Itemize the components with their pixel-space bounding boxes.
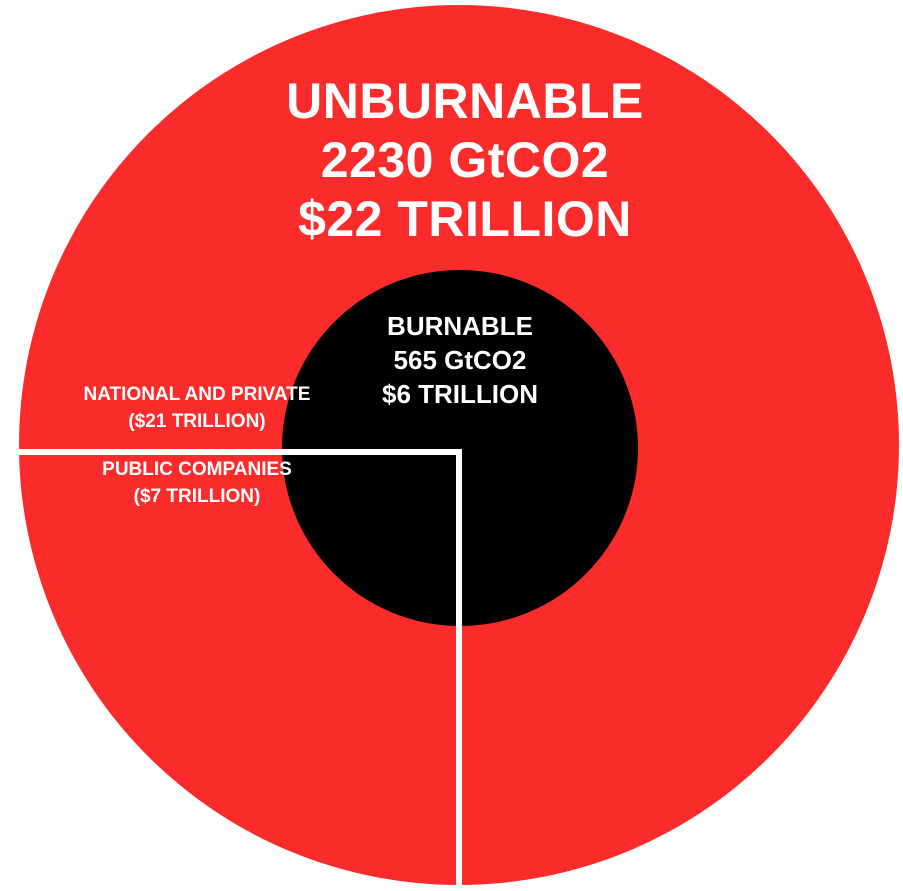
burnable-circle bbox=[282, 270, 638, 626]
national-and-private-label: NATIONAL AND PRIVATE ($21 TRILLION) bbox=[84, 382, 311, 435]
burnable-title: BURNABLE bbox=[387, 311, 533, 341]
unburnable-value: $22 TRILLION bbox=[298, 191, 632, 247]
national-and-private-value: ($21 TRILLION) bbox=[128, 410, 266, 432]
public-companies-value: ($7 TRILLION) bbox=[133, 485, 261, 507]
burnable-value: $6 TRILLION bbox=[381, 378, 539, 409]
national-and-private-title: NATIONAL AND PRIVATE bbox=[83, 384, 311, 405]
public-companies-title: PUBLIC COMPANIES bbox=[102, 459, 292, 480]
unburnable-amount: 2230 GtCO2 bbox=[320, 132, 610, 188]
unburnable-title: UNBURNABLE bbox=[286, 73, 644, 129]
burnable-amount: 565 GtCO2 bbox=[393, 344, 527, 375]
public-companies-divider bbox=[16, 449, 462, 886]
unburnable-label: UNBURNABLE 2230 GtCO2 $22 TRILLION bbox=[286, 72, 644, 249]
burnable-label: BURNABLE 565 GtCO2 $6 TRILLION bbox=[382, 310, 538, 411]
public-companies-label: PUBLIC COMPANIES ($7 TRILLION) bbox=[102, 457, 292, 510]
